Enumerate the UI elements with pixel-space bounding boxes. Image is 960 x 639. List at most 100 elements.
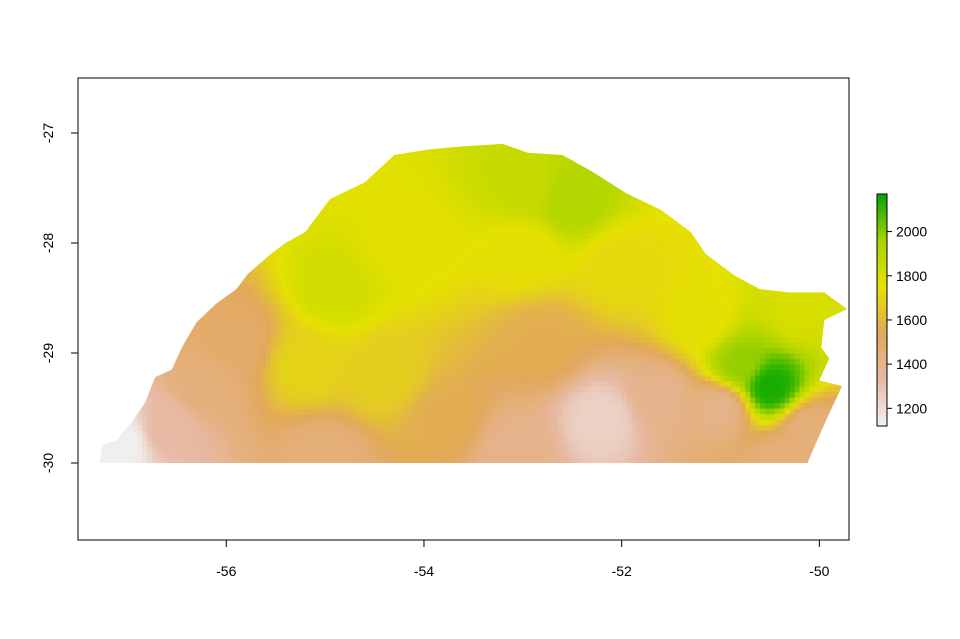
raster-cell	[226, 292, 232, 299]
raster-cell	[132, 413, 138, 420]
raster-cell	[270, 292, 277, 299]
raster-cell	[359, 144, 366, 151]
raster-cell	[315, 215, 321, 222]
raster-cell	[424, 452, 430, 459]
raster-cell	[152, 424, 158, 431]
raster-cell	[117, 369, 123, 376]
raster-cell	[157, 408, 163, 415]
raster-cell	[265, 424, 272, 431]
raster-cell	[211, 358, 217, 365]
raster-cell	[142, 210, 148, 217]
raster-cell	[369, 160, 376, 167]
raster-cell	[251, 265, 257, 272]
raster-cell	[107, 215, 114, 222]
raster-cell	[379, 386, 385, 393]
raster-cell	[196, 325, 203, 332]
raster-cell	[295, 314, 301, 321]
raster-cell	[181, 199, 188, 206]
raster-cell	[503, 160, 509, 167]
raster-cell	[483, 452, 489, 459]
raster-cell	[453, 276, 460, 283]
raster-cell	[339, 259, 346, 266]
raster-cell	[325, 221, 331, 228]
raster-cell	[419, 435, 425, 442]
raster-cell	[162, 380, 168, 387]
raster-cell	[339, 204, 346, 211]
raster-cell	[354, 369, 361, 376]
raster-cell	[335, 298, 341, 305]
raster-cell	[428, 215, 435, 222]
raster-cell	[419, 188, 425, 195]
raster-cell	[171, 166, 178, 173]
raster-cell	[508, 314, 514, 321]
raster-cell	[107, 199, 114, 206]
raster-cell	[468, 298, 474, 305]
raster-cell	[300, 276, 306, 283]
raster-cell	[241, 199, 247, 206]
raster-cell	[473, 166, 479, 173]
raster-cell	[300, 309, 306, 316]
raster-cell	[280, 144, 287, 145]
raster-cell	[344, 171, 351, 178]
raster-cell	[354, 364, 361, 371]
raster-cell	[241, 413, 247, 420]
raster-cell	[137, 441, 143, 448]
raster-cell	[394, 424, 400, 431]
raster-cell	[137, 265, 143, 272]
raster-cell	[171, 309, 178, 316]
raster-cell	[171, 292, 178, 299]
raster-cell	[503, 303, 509, 310]
raster-cell	[493, 144, 499, 151]
raster-cell	[448, 276, 455, 283]
raster-cell	[162, 419, 168, 426]
raster-cell	[473, 369, 479, 376]
raster-cell	[137, 270, 143, 277]
raster-cell	[251, 325, 257, 332]
raster-cell	[211, 166, 217, 173]
raster-cell	[384, 149, 390, 156]
raster-cell	[354, 248, 361, 255]
raster-cell	[414, 320, 420, 327]
raster-cell	[127, 149, 133, 156]
raster-cell	[295, 331, 301, 338]
raster-cell	[275, 336, 282, 343]
raster-cell	[236, 320, 242, 327]
raster-cell	[290, 204, 296, 211]
raster-cell	[320, 281, 326, 288]
raster-cell	[186, 287, 193, 294]
raster-cell	[409, 182, 415, 189]
raster-cell	[255, 226, 262, 233]
raster-cell	[226, 193, 232, 200]
raster-cell	[512, 358, 519, 365]
raster-cell	[221, 457, 227, 463]
raster-cell	[448, 160, 455, 167]
raster-cell	[231, 331, 237, 338]
raster-cell	[211, 347, 217, 354]
raster-cell	[167, 441, 173, 448]
raster-cell	[107, 397, 114, 404]
raster-cell	[176, 347, 183, 354]
raster-cell	[167, 413, 173, 420]
raster-cell	[127, 320, 133, 327]
raster-cell	[330, 298, 336, 305]
raster-cell	[325, 199, 331, 206]
raster-cell	[443, 309, 450, 316]
raster-cell	[428, 314, 435, 321]
raster-cell	[162, 331, 168, 338]
raster-cell	[102, 182, 109, 189]
raster-cell	[438, 204, 445, 211]
raster-cell	[315, 248, 321, 255]
raster-cell	[384, 358, 390, 365]
raster-cell	[201, 270, 208, 277]
raster-cell	[443, 243, 450, 250]
raster-cell	[216, 430, 222, 437]
raster-cell	[483, 413, 489, 420]
raster-cell	[275, 243, 282, 250]
raster-cell	[181, 402, 188, 409]
raster-cell	[409, 397, 415, 404]
raster-cell	[315, 226, 321, 233]
raster-cell	[157, 358, 163, 365]
raster-cell	[394, 160, 400, 167]
raster-cell	[127, 287, 133, 294]
raster-cell	[117, 347, 123, 354]
